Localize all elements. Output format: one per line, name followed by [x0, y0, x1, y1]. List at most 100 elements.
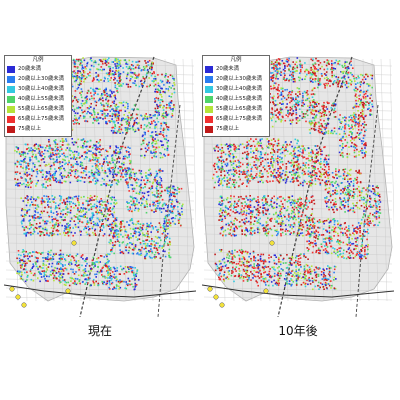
- resident-dot: [350, 72, 352, 74]
- resident-dot: [101, 200, 103, 202]
- resident-dot: [43, 220, 46, 223]
- resident-dot: [274, 64, 276, 67]
- resident-dot: [326, 79, 328, 81]
- resident-dot: [58, 167, 60, 169]
- resident-dot: [101, 69, 103, 72]
- resident-dot: [166, 242, 169, 245]
- resident-dot: [368, 104, 370, 106]
- resident-dot: [104, 58, 107, 60]
- resident-dot: [97, 113, 99, 115]
- resident-dot: [87, 221, 90, 224]
- resident-dot: [21, 219, 24, 222]
- resident-dot: [29, 270, 32, 273]
- resident-dot: [57, 261, 60, 263]
- resident-dot: [295, 93, 297, 95]
- resident-dot: [39, 280, 41, 283]
- resident-dot: [134, 129, 137, 131]
- resident-dot: [154, 143, 157, 145]
- resident-dot: [278, 113, 281, 116]
- resident-dot: [84, 227, 86, 229]
- resident-dot: [73, 156, 76, 158]
- resident-dot: [39, 213, 42, 216]
- resident-dot: [86, 220, 89, 222]
- resident-dot: [23, 173, 26, 175]
- resident-dot: [136, 117, 138, 119]
- resident-dot: [110, 228, 112, 230]
- resident-dot: [126, 173, 128, 175]
- resident-dot: [87, 276, 90, 279]
- resident-dot: [369, 109, 372, 111]
- resident-dot: [73, 59, 75, 62]
- resident-dot: [117, 83, 119, 85]
- resident-dot: [149, 66, 152, 69]
- resident-dot: [295, 103, 297, 106]
- resident-dot: [108, 95, 110, 98]
- resident-dot: [335, 59, 338, 62]
- resident-dot: [152, 146, 154, 148]
- resident-dot: [149, 256, 152, 259]
- resident-dot: [167, 139, 170, 142]
- resident-dot: [127, 277, 130, 280]
- resident-dot: [106, 122, 108, 125]
- resident-dot: [89, 92, 92, 94]
- resident-dot: [40, 200, 43, 203]
- resident-dot: [79, 62, 82, 64]
- resident-dot: [76, 88, 79, 90]
- resident-dot: [45, 175, 48, 177]
- resident-dot: [91, 217, 93, 220]
- resident-dot: [126, 107, 129, 110]
- resident-dot: [171, 210, 174, 213]
- resident-dot: [124, 129, 127, 131]
- resident-dot: [330, 130, 333, 133]
- resident-dot: [367, 75, 369, 78]
- resident-dot: [109, 95, 111, 98]
- resident-dot: [72, 257, 75, 259]
- resident-dot: [40, 233, 42, 236]
- resident-dot: [97, 282, 100, 285]
- resident-dot: [287, 63, 290, 66]
- resident-dot: [79, 215, 82, 217]
- resident-dot: [166, 79, 169, 81]
- resident-dot: [354, 95, 357, 97]
- resident-dot: [133, 275, 136, 277]
- resident-dot: [53, 275, 56, 278]
- resident-dot: [154, 138, 156, 140]
- resident-dot: [69, 209, 72, 212]
- resident-dot: [20, 163, 22, 166]
- resident-dot: [51, 234, 54, 236]
- resident-dot: [119, 151, 122, 154]
- resident-dot: [364, 97, 367, 100]
- resident-dot: [37, 145, 40, 148]
- resident-dot: [338, 81, 340, 84]
- resident-dot: [169, 222, 172, 224]
- resident-dot: [274, 70, 277, 72]
- resident-dot: [77, 176, 79, 178]
- resident-dot: [138, 253, 140, 256]
- resident-dot: [127, 183, 129, 185]
- resident-dot: [143, 248, 145, 250]
- resident-dot: [51, 148, 54, 151]
- resident-dot: [43, 273, 46, 276]
- resident-dot: [145, 254, 148, 257]
- resident-dot: [279, 112, 281, 114]
- resident-dot: [270, 76, 272, 78]
- resident-dot: [73, 62, 76, 64]
- resident-dot: [21, 209, 23, 212]
- resident-dot: [36, 259, 39, 261]
- resident-dot: [90, 112, 93, 115]
- resident-dot: [284, 67, 286, 69]
- resident-dot: [299, 69, 302, 71]
- resident-dot: [123, 225, 125, 228]
- resident-dot: [39, 272, 41, 275]
- resident-dot: [139, 233, 141, 235]
- resident-dot: [120, 226, 122, 228]
- resident-dot: [64, 280, 66, 283]
- resident-dot: [349, 82, 352, 85]
- resident-dot: [89, 160, 92, 162]
- resident-dot: [303, 103, 306, 106]
- resident-dot: [154, 152, 156, 155]
- resident-dot: [145, 211, 148, 214]
- resident-dot: [355, 93, 357, 96]
- resident-dot: [67, 222, 69, 225]
- resident-dot: [311, 89, 314, 92]
